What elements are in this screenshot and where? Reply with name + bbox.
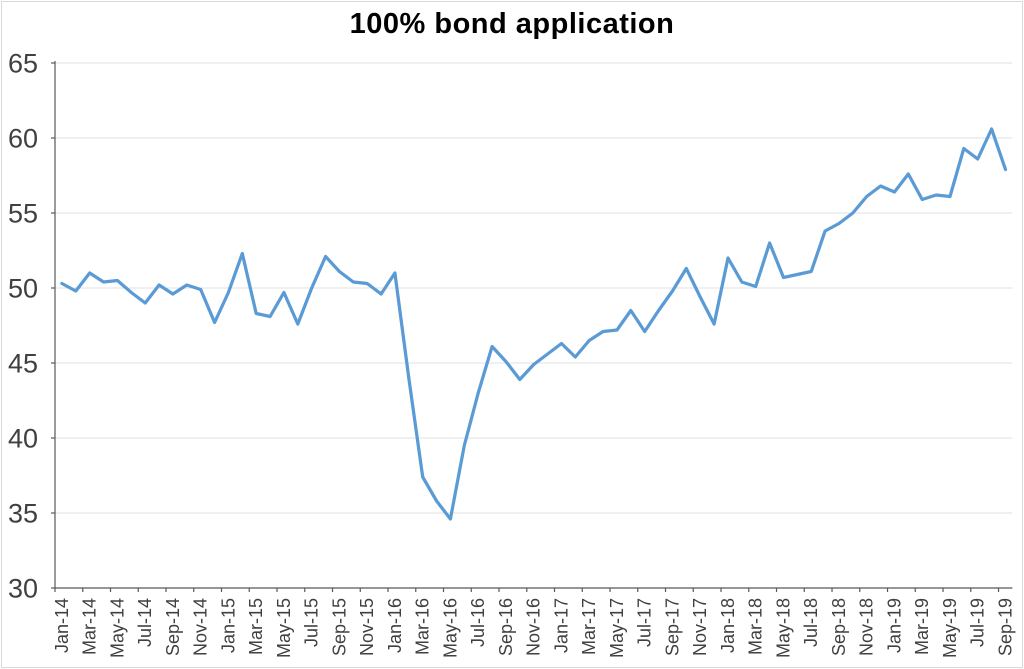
x-tick-label: Nov-16 bbox=[524, 598, 544, 656]
y-tick-label: 35 bbox=[8, 498, 38, 528]
x-tick-label: Sep-16 bbox=[496, 598, 516, 656]
x-tick-label: Nov-14 bbox=[191, 598, 211, 656]
x-tick-label: May-17 bbox=[607, 598, 627, 658]
x-tick-label: Mar-14 bbox=[80, 598, 100, 655]
x-tick-label: Jan-17 bbox=[551, 598, 571, 653]
y-tick-label: 55 bbox=[8, 198, 38, 228]
x-tick-label: Jul-14 bbox=[135, 598, 155, 647]
x-tick-label: Jul-17 bbox=[635, 598, 655, 647]
x-tick-label: Nov-18 bbox=[857, 598, 877, 656]
x-tick-label: Jul-19 bbox=[968, 598, 988, 647]
x-tick-label: Sep-19 bbox=[995, 598, 1015, 656]
x-tick-label: Mar-19 bbox=[912, 598, 932, 655]
x-tick-label: Sep-18 bbox=[829, 598, 849, 656]
x-tick-label: Jan-18 bbox=[718, 598, 738, 653]
x-tick-label: May-14 bbox=[107, 598, 127, 658]
data-line-100pct-bond bbox=[60, 127, 1008, 521]
x-tick-label: Nov-17 bbox=[690, 598, 710, 656]
x-tick-label: Mar-18 bbox=[746, 598, 766, 655]
x-tick-label: May-16 bbox=[440, 598, 460, 658]
y-tick-label: 65 bbox=[8, 48, 38, 78]
x-tick-label: Jan-19 bbox=[884, 598, 904, 653]
y-tick-label: 50 bbox=[8, 273, 38, 303]
x-tick-label: Mar-17 bbox=[579, 598, 599, 655]
x-tick-label: May-19 bbox=[940, 598, 960, 658]
y-tick-label: 45 bbox=[8, 348, 38, 378]
x-tick-label: Nov-15 bbox=[357, 598, 377, 656]
x-tick-label: Sep-14 bbox=[163, 598, 183, 656]
x-tick-label: Jan-14 bbox=[52, 598, 72, 653]
x-tick-label: Jan-15 bbox=[218, 598, 238, 653]
y-tick-label: 60 bbox=[8, 123, 38, 153]
x-tick-label: Jan-16 bbox=[385, 598, 405, 653]
x-tick-label: Sep-15 bbox=[329, 598, 349, 656]
x-tick-label: Jul-15 bbox=[302, 598, 322, 647]
chart-title: 100% bond application bbox=[349, 8, 675, 40]
x-tick-label: Mar-16 bbox=[413, 598, 433, 655]
x-tick-label: Mar-15 bbox=[246, 598, 266, 655]
x-tick-label: Sep-17 bbox=[662, 598, 682, 656]
x-tick-label: May-18 bbox=[773, 598, 793, 658]
y-tick-label: 30 bbox=[8, 573, 38, 603]
x-tick-label: Jul-18 bbox=[801, 598, 821, 647]
x-tick-label: May-15 bbox=[274, 598, 294, 658]
y-tick-label: 40 bbox=[8, 423, 38, 453]
x-tick-label: Jul-16 bbox=[468, 598, 488, 647]
